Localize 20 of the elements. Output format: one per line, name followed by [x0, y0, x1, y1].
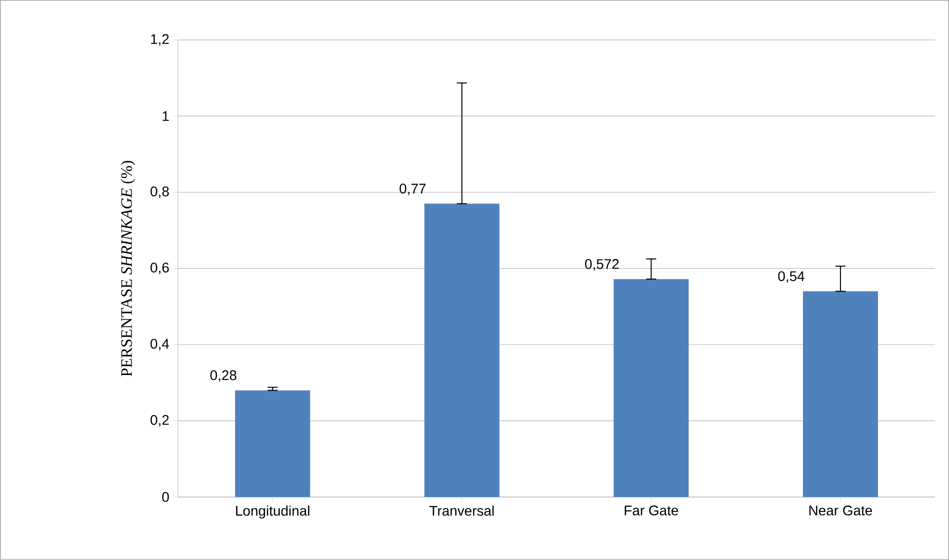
bar [424, 204, 500, 498]
x-tick-label: Near Gate [809, 506, 872, 516]
data-label: 0,28 [210, 370, 236, 382]
y-tick-label: 1,2 [151, 34, 169, 46]
y-tick-label: 0,6 [150, 262, 169, 274]
y-tick-label: 0,2 [150, 415, 169, 427]
bar [614, 279, 689, 498]
x-tick-label: Tranversal [430, 506, 494, 516]
data-label: 0,77 [400, 184, 426, 196]
y-tick-label: 0,8 [150, 186, 169, 198]
y-axis-title: PERSENTASE SHRINKAGE (%) [120, 160, 136, 376]
y-tick-label: 1 [162, 111, 169, 121]
y-tick-label: 0 [162, 492, 169, 502]
bar [235, 390, 310, 498]
x-tick-label: Far Gate [624, 506, 678, 516]
data-label: 0,54 [778, 271, 804, 283]
data-label: 0,572 [585, 259, 619, 271]
bar [802, 291, 878, 498]
x-tick-label: Longitudinal [236, 506, 310, 519]
y-tick-label: 0,4 [150, 338, 170, 350]
